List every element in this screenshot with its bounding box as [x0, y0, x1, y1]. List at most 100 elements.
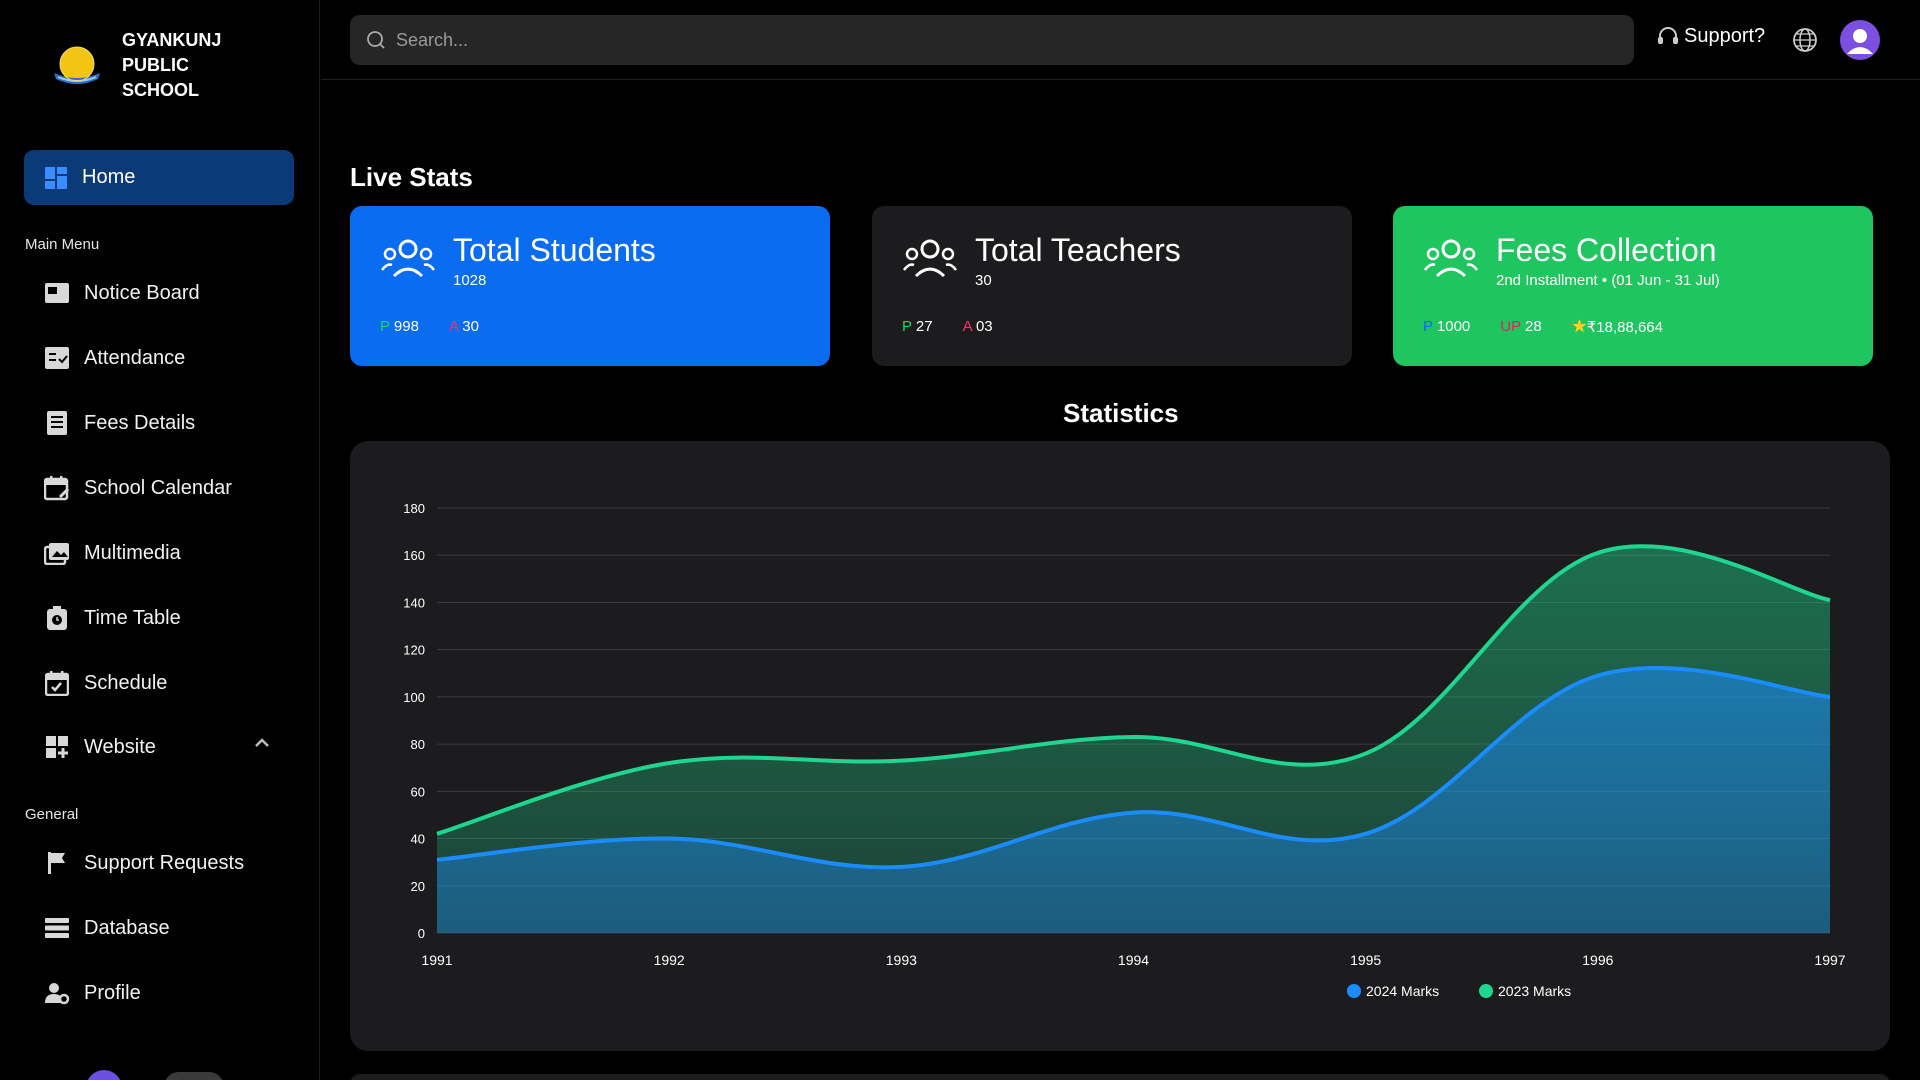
statistics-heading: Statistics — [1063, 398, 1179, 428]
topbar: Support? — [321, 0, 1920, 80]
area-chart: 0 20 40 60 80 100 120 140 160 180 1991 1992 1993 1994… — [403, 501, 1845, 999]
sidebar-item-label: Schedule — [84, 671, 168, 694]
fees-collection-card[interactable]: Fees Collection 2nd Installment • (01 Ju… — [1393, 206, 1873, 366]
profile-icon — [44, 980, 70, 1006]
sidebar-item-time-table[interactable]: Time Table — [44, 598, 294, 638]
present-count: 27 — [915, 318, 933, 335]
general-heading: General — [25, 806, 79, 823]
sidebar-item-label: School Calendar — [84, 476, 232, 499]
card-title: Total Students — [453, 232, 656, 268]
schedule-icon — [44, 670, 70, 696]
statistics-chart-panel: 0 20 40 60 80 100 120 140 160 180 1991 1992 1993 1994… — [350, 441, 1890, 1051]
total-teachers-card[interactable]: Total Teachers 30 P 27 A 03 — [872, 206, 1352, 366]
sidebar-item-label: Time Table — [84, 606, 181, 629]
user-avatar[interactable] — [1840, 20, 1880, 60]
y-tick-label: 140 — [403, 595, 425, 610]
language-globe-icon[interactable] — [1792, 27, 1818, 53]
legend-marker — [1347, 984, 1361, 998]
present-label: P — [380, 318, 390, 335]
star-icon — [1572, 319, 1587, 333]
next-panel — [350, 1074, 1890, 1080]
legend-marker — [1479, 984, 1493, 998]
absent-count: 03 — [975, 318, 993, 335]
y-tick-label: 100 — [403, 690, 425, 705]
card-title: Total Teachers — [975, 232, 1181, 268]
x-tick-label: 1992 — [654, 952, 685, 968]
user-avatar-mini[interactable] — [86, 1070, 122, 1080]
sidebar-item-label: Profile — [84, 981, 141, 1004]
y-tick-label: 80 — [411, 737, 425, 752]
card-stats: P 1000 UP 28 ₹18,88,664 — [1423, 318, 1693, 336]
absent-label: A — [962, 318, 972, 335]
sidebar-item-label: Support Requests — [84, 851, 245, 874]
brand[interactable]: GYANKUNJ PUBLIC SCHOOL — [48, 28, 242, 103]
school-logo-icon — [54, 46, 100, 84]
multimedia-icon — [44, 540, 70, 566]
sidebar-item-schedule[interactable]: Schedule — [44, 663, 294, 703]
absent-count: 30 — [462, 318, 479, 335]
card-installment: 2nd Installment • (01 Jun - 31 Jul) — [1496, 272, 1720, 289]
sidebar-item-notice-board[interactable]: Notice Board — [44, 273, 294, 313]
x-tick-label: 1995 — [1350, 952, 1381, 968]
legend-label: 2024 Marks — [1366, 983, 1439, 999]
card-total: 1028 — [453, 272, 487, 289]
dashboard-icon — [45, 166, 67, 189]
notice-board-icon — [44, 280, 70, 306]
sidebar-item-profile[interactable]: Profile — [44, 973, 294, 1013]
fees-icon — [44, 410, 70, 436]
unpaid-count: 28 — [1525, 318, 1542, 335]
sidebar-item-school-calendar[interactable]: School Calendar — [44, 468, 294, 508]
theme-toggle[interactable] — [164, 1072, 224, 1080]
y-tick-label: 60 — [411, 784, 425, 799]
support-label: Support? — [1684, 24, 1766, 47]
group-icon — [1423, 239, 1479, 278]
x-tick-label: 1993 — [886, 952, 917, 968]
sidebar-item-database[interactable]: Database — [44, 908, 294, 948]
sidebar-item-label: Database — [84, 916, 170, 939]
sidebar-item-home[interactable]: Home — [24, 150, 294, 205]
x-tick-label: 1996 — [1582, 952, 1613, 968]
card-stats: P 27 A 03 — [902, 318, 1023, 335]
y-tick-label: 120 — [403, 643, 425, 658]
present-label: P — [902, 318, 912, 335]
card-stats: P 998 A 30 — [380, 318, 509, 335]
sidebar: GYANKUNJ PUBLIC SCHOOL Home Main Menu No… — [0, 0, 320, 1080]
sidebar-item-fees-details[interactable]: Fees Details — [44, 403, 294, 443]
y-tick-label: 20 — [411, 879, 425, 894]
flag-icon — [44, 850, 70, 876]
sidebar-item-website[interactable]: Website — [44, 727, 294, 767]
school-name: GYANKUNJ PUBLIC SCHOOL — [122, 30, 222, 100]
y-tick-label: 180 — [403, 501, 425, 516]
paid-count: 1000 — [1436, 318, 1471, 335]
attendance-icon — [44, 345, 70, 371]
y-tick-label: 40 — [411, 832, 425, 847]
calendar-icon — [44, 475, 70, 501]
sidebar-item-label: Multimedia — [84, 541, 181, 564]
card-total: 30 — [975, 272, 992, 289]
total-students-card[interactable]: Total Students 1028 P 998 A 30 — [350, 206, 830, 366]
absent-label: A — [448, 318, 459, 335]
website-icon — [44, 734, 70, 760]
group-icon — [380, 239, 436, 278]
sidebar-item-multimedia[interactable]: Multimedia — [44, 533, 294, 573]
card-title: Fees Collection — [1496, 232, 1717, 268]
headset-icon — [1658, 27, 1678, 44]
sidebar-item-label: Attendance — [84, 346, 186, 369]
y-tick-label: 0 — [418, 926, 425, 941]
amount-collected: ₹18,88,664 — [1586, 319, 1663, 336]
sidebar-item-attendance[interactable]: Attendance — [44, 338, 294, 378]
sidebar-item-label: Website — [84, 735, 156, 758]
search-bar[interactable] — [350, 15, 1634, 65]
series-area — [437, 667, 1830, 933]
sidebar-item-support-requests[interactable]: Support Requests — [44, 843, 294, 883]
x-tick-label: 1994 — [1118, 952, 1149, 968]
time-table-icon — [44, 605, 70, 631]
legend-label: 2023 Marks — [1498, 983, 1571, 999]
live-stats-heading: Live Stats — [350, 162, 473, 192]
chevron-up-icon[interactable] — [254, 737, 270, 749]
search-input[interactable] — [396, 29, 1596, 51]
group-icon — [902, 239, 958, 278]
series-line — [436, 544, 1831, 836]
support-button[interactable]: Support? — [1656, 24, 1765, 48]
sidebar-item-label: Notice Board — [84, 281, 200, 304]
